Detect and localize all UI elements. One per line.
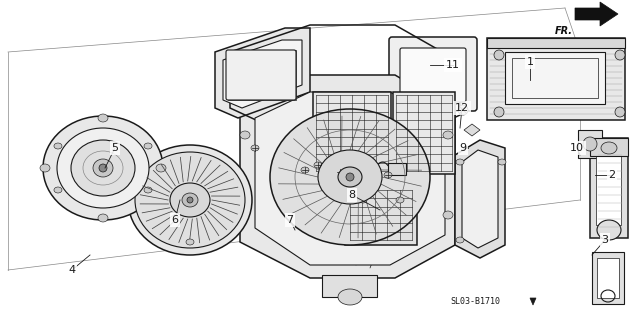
Ellipse shape <box>144 143 152 149</box>
Text: 6: 6 <box>171 215 178 225</box>
Text: 11: 11 <box>446 60 460 70</box>
Ellipse shape <box>144 187 152 193</box>
FancyBboxPatch shape <box>226 50 296 100</box>
Bar <box>592 252 624 304</box>
Bar <box>228 50 296 100</box>
Ellipse shape <box>443 211 453 219</box>
Bar <box>512 58 598 98</box>
Ellipse shape <box>301 167 309 173</box>
Ellipse shape <box>187 197 193 203</box>
Ellipse shape <box>240 131 250 139</box>
Text: 7: 7 <box>287 215 294 225</box>
Polygon shape <box>240 75 455 278</box>
Text: 9: 9 <box>459 143 466 153</box>
Ellipse shape <box>98 214 108 222</box>
Ellipse shape <box>71 140 135 196</box>
Ellipse shape <box>57 128 149 208</box>
Polygon shape <box>462 150 498 248</box>
Polygon shape <box>464 124 480 136</box>
Ellipse shape <box>601 142 617 154</box>
Bar <box>345 185 417 245</box>
Ellipse shape <box>186 239 194 245</box>
Ellipse shape <box>359 197 367 203</box>
Ellipse shape <box>314 162 322 168</box>
Ellipse shape <box>597 220 621 240</box>
Text: 4: 4 <box>68 265 76 275</box>
FancyBboxPatch shape <box>389 37 477 111</box>
Ellipse shape <box>54 187 62 193</box>
Ellipse shape <box>135 152 245 248</box>
Bar <box>590 138 628 238</box>
Ellipse shape <box>270 109 430 245</box>
Ellipse shape <box>170 183 210 217</box>
Ellipse shape <box>128 145 252 255</box>
Polygon shape <box>455 140 505 258</box>
Ellipse shape <box>456 237 464 243</box>
Ellipse shape <box>54 143 62 149</box>
Ellipse shape <box>99 164 107 172</box>
Text: FR.: FR. <box>555 26 573 36</box>
Text: 12: 12 <box>455 103 469 113</box>
Ellipse shape <box>396 197 404 203</box>
Bar <box>388 163 406 175</box>
Ellipse shape <box>40 164 50 172</box>
Ellipse shape <box>498 159 506 165</box>
Ellipse shape <box>182 193 198 207</box>
Bar <box>597 258 619 298</box>
Ellipse shape <box>338 167 362 187</box>
Text: 1: 1 <box>527 57 534 67</box>
Ellipse shape <box>615 107 625 117</box>
Ellipse shape <box>98 114 108 122</box>
Bar <box>596 150 621 225</box>
Polygon shape <box>223 40 302 108</box>
Ellipse shape <box>338 289 362 305</box>
Ellipse shape <box>615 50 625 60</box>
Bar <box>505 52 605 104</box>
Ellipse shape <box>336 169 344 175</box>
Ellipse shape <box>346 173 354 181</box>
Ellipse shape <box>494 50 504 60</box>
Polygon shape <box>255 92 445 265</box>
Bar <box>578 130 602 158</box>
FancyBboxPatch shape <box>400 48 466 102</box>
Bar <box>322 275 377 297</box>
Polygon shape <box>530 298 536 305</box>
Ellipse shape <box>456 159 464 165</box>
Text: SL03-B1710: SL03-B1710 <box>450 297 500 306</box>
Text: 5: 5 <box>111 143 118 153</box>
Text: 2: 2 <box>608 170 615 180</box>
Ellipse shape <box>251 145 259 151</box>
Bar <box>313 92 391 174</box>
Ellipse shape <box>583 137 597 151</box>
Text: 10: 10 <box>570 143 584 153</box>
Ellipse shape <box>458 105 468 115</box>
Polygon shape <box>487 38 625 48</box>
Ellipse shape <box>384 172 392 178</box>
Ellipse shape <box>43 116 163 220</box>
Ellipse shape <box>443 131 453 139</box>
Text: 8: 8 <box>348 190 355 200</box>
Bar <box>393 92 455 174</box>
Ellipse shape <box>318 150 382 204</box>
Ellipse shape <box>494 107 504 117</box>
Bar <box>590 138 628 156</box>
Polygon shape <box>215 28 310 118</box>
Bar <box>487 38 625 120</box>
Ellipse shape <box>156 164 166 172</box>
Text: 3: 3 <box>601 235 608 245</box>
Ellipse shape <box>93 159 113 177</box>
Polygon shape <box>575 2 618 26</box>
